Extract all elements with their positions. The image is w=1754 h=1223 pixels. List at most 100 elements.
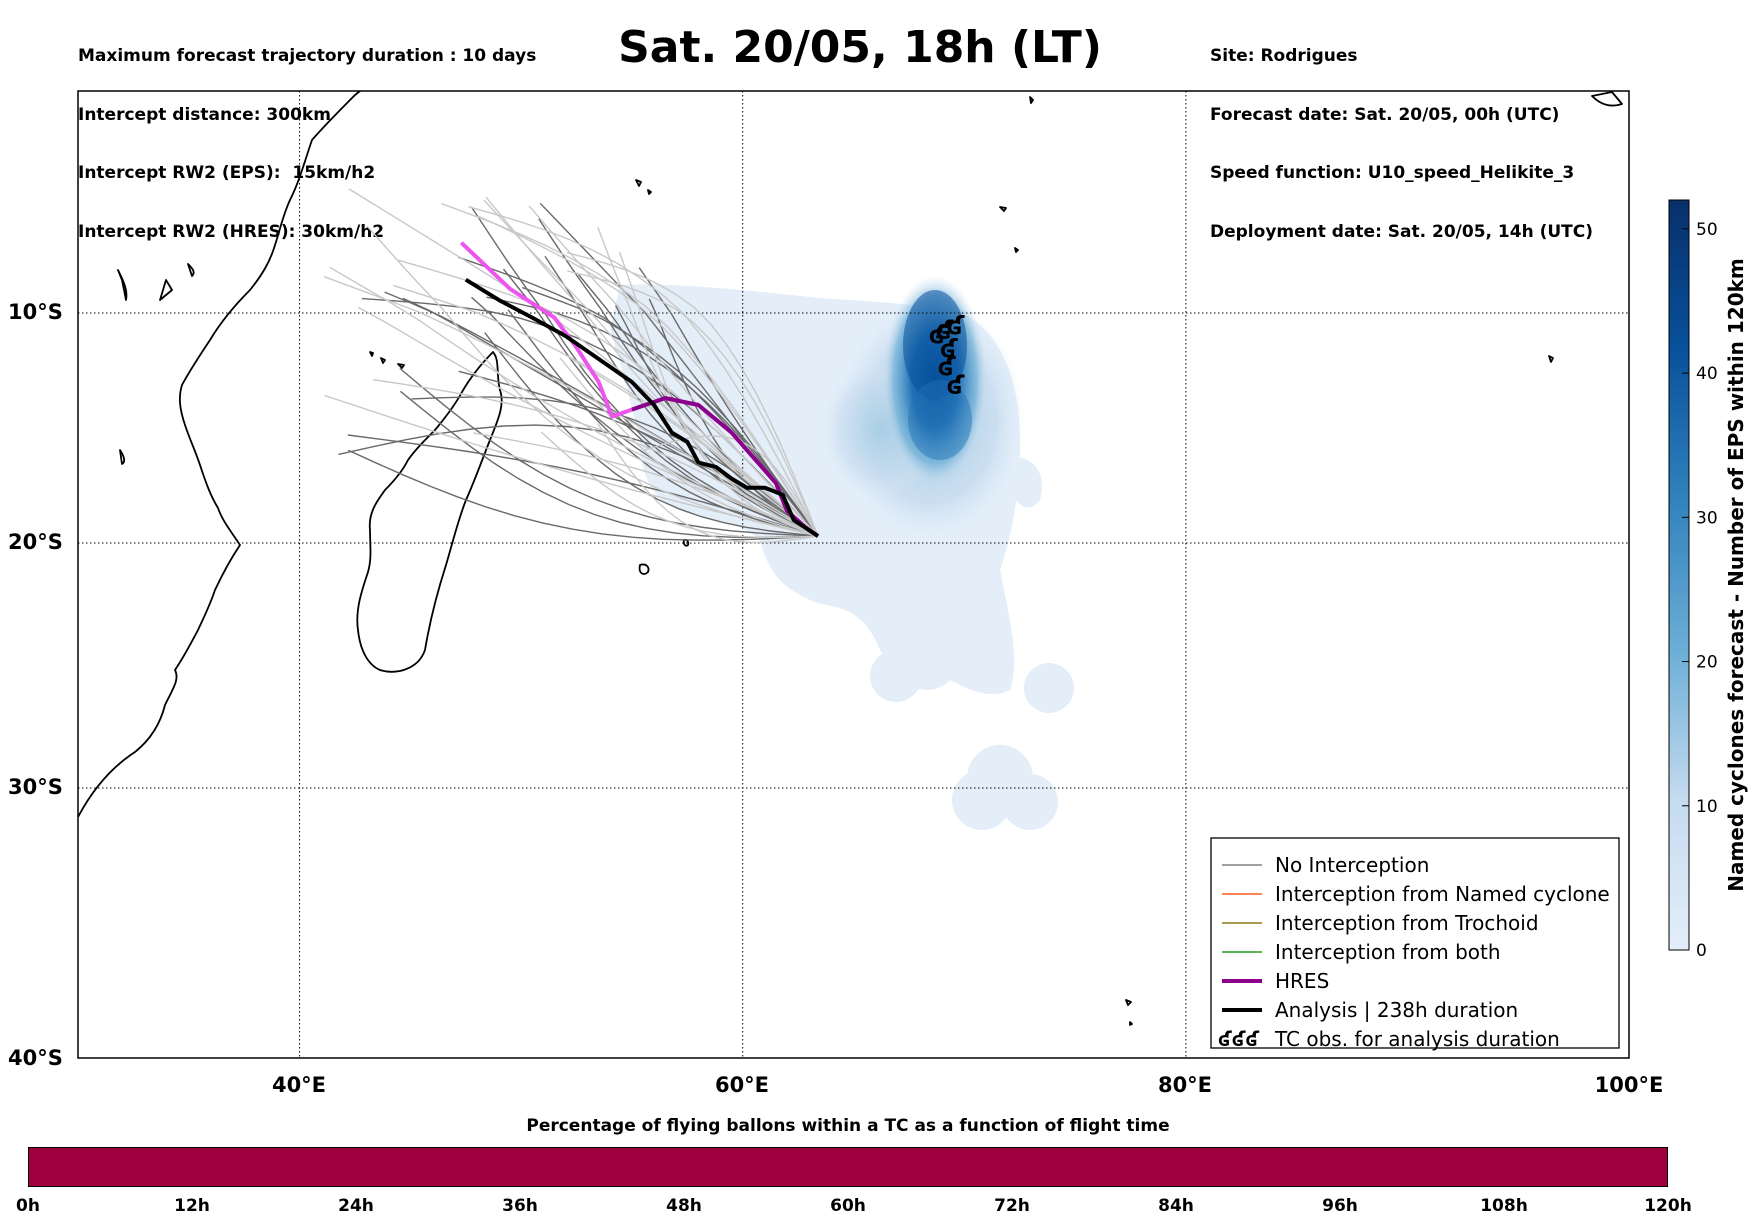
north-islands <box>1029 91 1623 107</box>
ensemble-track <box>399 367 819 537</box>
colorbar-tick-label: 50 <box>1696 220 1718 240</box>
header-right-line: Speed function: U10_speed_Helikite_3 <box>1210 163 1575 183</box>
ensemble-track <box>484 332 819 537</box>
seychelles <box>635 179 1019 253</box>
header-left-line: Intercept distance: 300km <box>78 104 331 125</box>
map-frame <box>77 90 1630 1059</box>
lon-label-40e: 40°E <box>272 1073 326 1097</box>
legend-label: Interception from Named cyclone <box>1275 882 1610 906</box>
ensemble-track <box>597 423 819 544</box>
bottom-axis-tick-label: 96h <box>1322 1196 1358 1216</box>
analysis-trajectory <box>464 277 820 538</box>
lon-label-60e: 60°E <box>715 1073 769 1097</box>
ensemble-track <box>597 226 819 537</box>
ensemble-trajectories <box>323 188 819 544</box>
ensemble-track <box>347 434 819 537</box>
chagos <box>1125 355 1554 1026</box>
bottom-chart-title: Percentage of flying ballons within a TC… <box>526 1116 1170 1136</box>
comoros <box>369 351 405 369</box>
tc-obs-symbol: ʛ <box>935 316 954 346</box>
ensemble-track <box>540 431 819 539</box>
ensemble-track <box>566 251 819 537</box>
ensemble-track <box>538 218 819 537</box>
legend-label: HRES <box>1275 969 1329 993</box>
header-right-line: Deployment date: Sat. 20/05, 14h (UTC) <box>1210 221 1594 242</box>
header-left-line: Intercept RW2 (EPS): 15km/h2 <box>78 163 376 183</box>
reunion <box>638 563 650 575</box>
legend-symbol-tc: ʛʛʛ <box>1218 1027 1259 1051</box>
header-left-line: Maximum forecast trajectory duration : 1… <box>78 46 537 66</box>
bottom-axis-tick-label: 60h <box>830 1196 866 1216</box>
bottom-axis-tick-label: 84h <box>1158 1196 1194 1216</box>
ensemble-track <box>323 276 819 537</box>
lat-label-20s: 20°S <box>8 530 63 554</box>
legend-label: No Interception <box>1275 853 1429 877</box>
bottom-axis-tick-label: 120h <box>1644 1196 1692 1216</box>
legend-label: TC obs. for analysis duration <box>1274 1027 1560 1051</box>
coastlines <box>78 91 1623 1026</box>
density-core <box>883 275 987 485</box>
bottom-axis-tick-label: 108h <box>1480 1196 1528 1216</box>
ensemble-track <box>507 309 819 537</box>
tc-obs-symbol: ʛ <box>940 334 959 364</box>
ensemble-track <box>559 357 819 537</box>
colorbar-tick-label: 10 <box>1696 797 1718 817</box>
legend: No Interception Interception from Named c… <box>1210 837 1620 1051</box>
bottom-axis-tick-label: 72h <box>994 1196 1030 1216</box>
tc-obs-symbol: ʛ <box>947 371 966 401</box>
colorbar-tick-label: 40 <box>1696 364 1718 384</box>
ensemble-track <box>392 284 819 537</box>
bottom-axis-tick-label: 24h <box>338 1196 374 1216</box>
madagascar-coast <box>356 351 503 673</box>
legend-label: Analysis | 238h duration <box>1275 998 1518 1022</box>
bottom-percentage-bar <box>28 1147 1668 1187</box>
legend-label: Interception from Trochoid <box>1275 911 1539 935</box>
ensemble-track <box>324 394 819 537</box>
bottom-axis-tick-label: 48h <box>666 1196 702 1216</box>
header-right-line: Forecast date: Sat. 20/05, 00h (UTC) <box>1210 104 1560 125</box>
legend-label: Interception from both <box>1275 940 1501 964</box>
colorbar-tick-label: 0 <box>1696 941 1707 961</box>
header-left: Maximum forecast trajectory duration : 1… <box>78 8 536 262</box>
lon-label-100e: 100°E <box>1595 1073 1664 1097</box>
ensemble-track <box>348 188 819 537</box>
header-right: Site: Rodrigues Forecast date: Sat. 20/0… <box>1210 8 1593 262</box>
lat-label-10s: 10°S <box>8 300 63 324</box>
tc-obs-symbol: ʛ <box>947 311 966 341</box>
colorbar-title: Named cyclones forecast - Number of EPS … <box>1724 258 1748 892</box>
tc-obs-symbol: ʛ <box>938 353 957 383</box>
ensemble-track <box>643 435 819 537</box>
colorbar: 0 10 20 30 40 50 Named cyclones forecast - Nu… <box>1668 199 1748 961</box>
lat-label-30s: 30°S <box>8 775 63 799</box>
ensemble-track <box>357 306 819 537</box>
ensemble-track <box>528 205 819 537</box>
colorbar-gradient <box>1668 199 1690 951</box>
ensemble-track <box>485 196 819 537</box>
header-right-line: Site: Rodrigues <box>1210 46 1358 66</box>
bottom-axis-tick-label: 0h <box>16 1196 40 1216</box>
east-coast-islands <box>117 263 195 465</box>
lon-label-80e: 80°E <box>1158 1073 1212 1097</box>
ensemble-track <box>483 199 819 537</box>
ensemble-track <box>347 449 819 541</box>
colorbar-tick-label: 30 <box>1696 508 1718 528</box>
lat-label-40s: 40°S <box>8 1046 63 1070</box>
legend-box <box>1210 837 1620 1049</box>
ensemble-track <box>614 305 819 537</box>
bottom-axis-tick-label: 36h <box>502 1196 538 1216</box>
ensemble-track <box>468 206 819 537</box>
colorbar-tick-label: 20 <box>1696 653 1718 673</box>
ensemble-track <box>440 202 819 537</box>
ensemble-track <box>329 266 819 537</box>
tc-obs-symbol: ʛ <box>929 321 948 351</box>
africa-coast <box>78 91 361 818</box>
ensemble-track <box>567 270 819 537</box>
page-title: Sat. 20/05, 18h (LT) <box>618 22 1102 73</box>
ensemble-track <box>471 296 819 537</box>
map-grid <box>78 91 1629 1058</box>
bottom-axis-tick-label: 12h <box>174 1196 210 1216</box>
ensemble-track <box>477 215 819 537</box>
